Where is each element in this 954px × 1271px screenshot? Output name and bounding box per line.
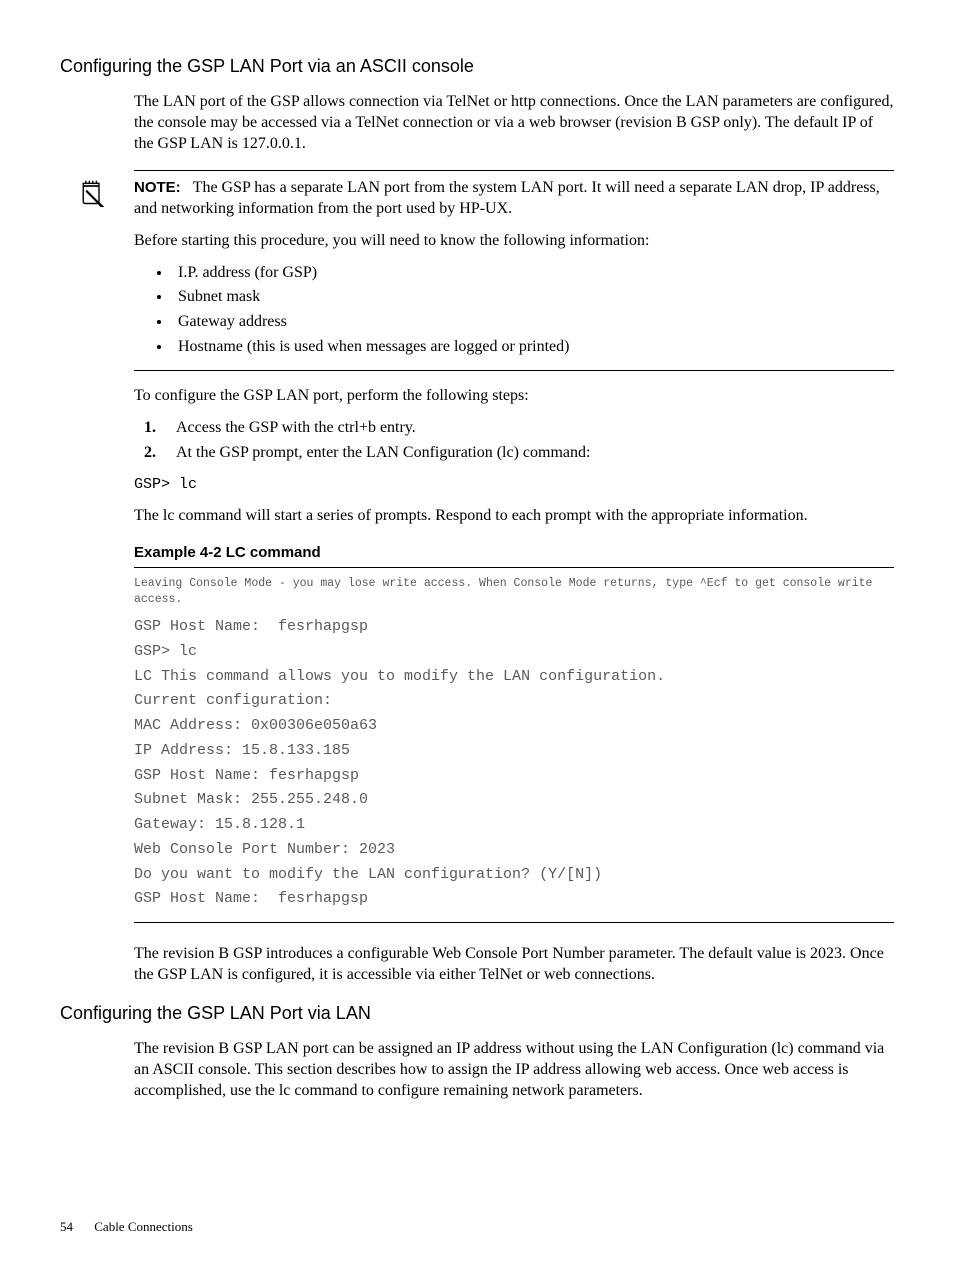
note-label: NOTE:: [134, 179, 181, 196]
example-title: Example 4-2 LC command: [134, 544, 894, 561]
note-bullet-list: I.P. address (for GSP) Subnet mask Gatew…: [134, 261, 894, 360]
example-box: Leaving Console Mode - you may lose writ…: [134, 567, 894, 923]
bullet-item: Gateway address: [172, 310, 894, 335]
page-number: 54: [60, 1219, 73, 1234]
bullet-item: Subnet mask: [172, 285, 894, 310]
section-heading-lan: Configuring the GSP LAN Port via LAN: [60, 1003, 894, 1024]
step-item: Access the GSP with the ctrl+b entry.: [160, 416, 894, 441]
note-body: The GSP has a separate LAN port from the…: [134, 179, 880, 217]
section2-block: The revision B GSP LAN port can be assig…: [134, 1038, 894, 1101]
note-before: Before starting this procedure, you will…: [134, 230, 894, 251]
procedure-block: To configure the GSP LAN port, perform t…: [134, 385, 894, 985]
intro-paragraph: The LAN port of the GSP allows connectio…: [134, 91, 894, 154]
section-heading-ascii: Configuring the GSP LAN Port via an ASCI…: [60, 56, 894, 77]
procedure-lead: To configure the GSP LAN port, perform t…: [134, 385, 894, 406]
note-text: NOTE: The GSP has a separate LAN port fr…: [134, 177, 894, 219]
after-example-paragraph: The revision B GSP introduces a configur…: [134, 943, 894, 985]
bullet-item: Hostname (this is used when messages are…: [172, 335, 894, 360]
step-item: At the GSP prompt, enter the LAN Configu…: [160, 441, 894, 466]
intro-block: The LAN port of the GSP allows connectio…: [134, 91, 894, 154]
example-preamble: Leaving Console Mode - you may lose writ…: [134, 576, 894, 609]
bullet-item: I.P. address (for GSP): [172, 261, 894, 286]
command-line: GSP> lc: [134, 474, 894, 495]
footer-section-name: Cable Connections: [94, 1219, 193, 1234]
procedure-steps: Access the GSP with the ctrl+b entry. At…: [134, 416, 894, 466]
page-footer: 54 Cable Connections: [60, 1219, 193, 1235]
procedure-after: The lc command will start a series of pr…: [134, 505, 894, 526]
example-output: GSP Host Name: fesrhapgsp GSP> lc LC Thi…: [134, 615, 894, 912]
page-container: Configuring the GSP LAN Port via an ASCI…: [0, 0, 954, 1271]
note-icon: [78, 179, 106, 207]
note-box: NOTE: The GSP has a separate LAN port fr…: [134, 170, 894, 371]
section2-paragraph: The revision B GSP LAN port can be assig…: [134, 1038, 894, 1101]
